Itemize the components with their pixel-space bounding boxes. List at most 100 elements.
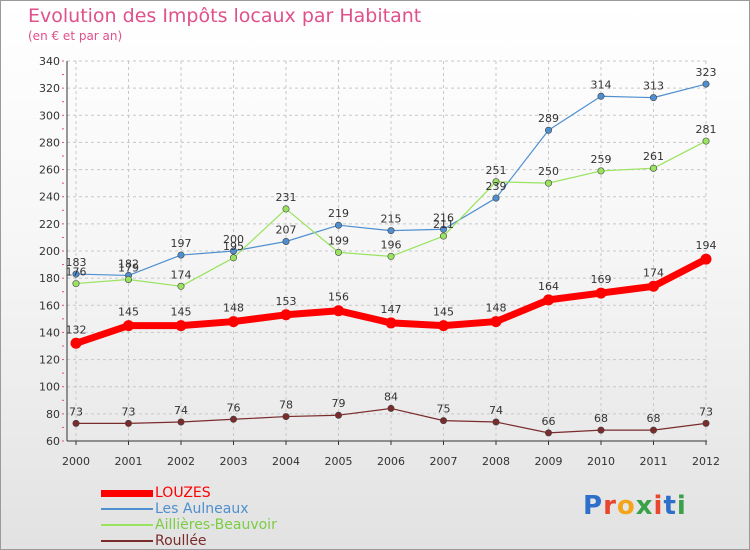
- logo-letter: i: [653, 491, 664, 521]
- data-point-les-aulneaux: [439, 225, 447, 233]
- data-label-louzes: 153: [276, 295, 297, 308]
- data-label-roullee: 73: [69, 405, 83, 418]
- data-label-aillieres-beauvoir: 250: [538, 165, 559, 178]
- data-label-louzes: 194: [696, 239, 717, 252]
- data-label-les-aulneaux: 289: [538, 112, 559, 125]
- data-point-les-aulneaux: [387, 227, 395, 235]
- legend-label-roullee: Roullée: [155, 533, 207, 549]
- data-label-roullee: 84: [384, 390, 398, 403]
- data-label-aillieres-beauvoir: 251: [486, 164, 507, 177]
- proxiti-logo: Proxiti: [583, 491, 687, 521]
- y-tick-label: 180: [39, 272, 60, 285]
- y-tick-label: 80: [46, 408, 60, 421]
- data-point-aillieres-beauvoir: [387, 252, 395, 260]
- y-tick-label: 340: [39, 55, 60, 68]
- data-label-roullee: 79: [332, 397, 346, 410]
- data-point-les-aulneaux: [492, 194, 500, 202]
- data-point-aillieres-beauvoir: [72, 280, 80, 288]
- data-label-aillieres-beauvoir: 211: [433, 218, 454, 231]
- y-tick-label: 160: [39, 299, 60, 312]
- y-tick-label: 320: [39, 82, 60, 95]
- legend-label-louzes: LOUZES: [155, 485, 211, 501]
- data-point-les-aulneaux: [72, 270, 80, 278]
- legend-swatch-louzes: [101, 490, 153, 497]
- x-tick-label: 2003: [220, 455, 248, 468]
- data-point-roullee: [177, 418, 185, 426]
- legend: LOUZES Les Aulneaux Aillières-Beauvoir R…: [101, 485, 361, 549]
- data-point-louzes: [700, 253, 712, 265]
- data-point-roullee: [702, 419, 710, 427]
- data-point-aillieres-beauvoir: [282, 205, 290, 213]
- data-point-aillieres-beauvoir: [597, 167, 605, 175]
- legend-label-aillieres-beauvoir: Aillières-Beauvoir: [155, 517, 277, 533]
- data-point-aillieres-beauvoir: [334, 248, 342, 256]
- data-label-les-aulneaux: 313: [643, 80, 664, 93]
- x-tick-label: 2008: [482, 455, 510, 468]
- y-tick-label: 240: [39, 191, 60, 204]
- data-point-aillieres-beauvoir: [492, 178, 500, 186]
- data-point-roullee: [597, 426, 605, 434]
- data-point-louzes: [333, 305, 344, 317]
- legend-swatch-roullee: [101, 540, 153, 542]
- data-labels: 183 182 197 200 207 219 215 216 239 289 314 313 323 1…: [66, 66, 717, 428]
- data-label-louzes: 156: [328, 291, 349, 304]
- x-tick-label: 2012: [692, 455, 720, 468]
- data-label-aillieres-beauvoir: 196: [381, 238, 402, 251]
- data-point-aillieres-beauvoir: [177, 282, 185, 290]
- data-point-roullee: [72, 419, 80, 427]
- data-label-louzes: 148: [223, 302, 244, 315]
- logo-letter: x: [635, 491, 654, 521]
- data-label-roullee: 73: [122, 405, 136, 418]
- data-point-roullee: [492, 418, 500, 426]
- logo-letter: o: [616, 491, 636, 521]
- data-point-roullee: [544, 429, 552, 437]
- data-label-les-aulneaux: 323: [696, 66, 717, 79]
- data-point-louzes: [123, 320, 134, 332]
- data-point-louzes: [385, 317, 397, 329]
- data-label-les-aulneaux: 182: [118, 257, 139, 270]
- data-label-aillieres-beauvoir: 174: [171, 268, 192, 281]
- data-point-roullee: [334, 411, 342, 419]
- data-label-louzes: 147: [381, 303, 402, 316]
- legend-item-louzes: LOUZES: [101, 485, 361, 501]
- data-label-louzes: 164: [538, 280, 559, 293]
- data-label-louzes: 132: [66, 323, 87, 336]
- data-point-louzes: [543, 294, 554, 306]
- data-point-louzes: [175, 320, 187, 332]
- x-tick-label: 2000: [62, 455, 90, 468]
- data-point-les-aulneaux: [702, 80, 710, 88]
- data-point-aillieres-beauvoir: [230, 254, 238, 262]
- data-point-roullee: [439, 417, 447, 425]
- data-point-aillieres-beauvoir: [649, 164, 657, 172]
- data-point-roullee: [125, 419, 133, 427]
- data-point-les-aulneaux: [177, 251, 185, 259]
- grid: [67, 60, 707, 442]
- legend-label-les-aulneaux: Les Aulneaux: [155, 501, 249, 517]
- series-layer: [70, 80, 712, 437]
- data-label-les-aulneaux: 215: [381, 213, 402, 226]
- logo-letter: P: [583, 491, 604, 521]
- y-tick-label: 100: [39, 381, 60, 394]
- data-point-roullee: [649, 426, 657, 434]
- data-point-louzes: [438, 320, 449, 332]
- data-point-aillieres-beauvoir: [125, 275, 133, 283]
- data-label-roullee: 68: [594, 412, 608, 425]
- data-label-aillieres-beauvoir: 259: [591, 153, 612, 166]
- data-label-les-aulneaux: 197: [171, 237, 192, 250]
- y-tick-label: 200: [39, 245, 60, 258]
- x-tick-label: 2009: [535, 455, 563, 468]
- data-point-les-aulneaux: [597, 92, 605, 100]
- y-tick-label: 120: [39, 354, 60, 367]
- data-label-aillieres-beauvoir: 199: [328, 234, 349, 247]
- y-tick-label: 280: [39, 136, 60, 149]
- data-label-aillieres-beauvoir: 179: [118, 262, 139, 275]
- chart-subtitle: (en € et par an): [28, 29, 123, 43]
- data-point-roullee: [387, 404, 395, 412]
- legend-item-aillieres-beauvoir: Aillières-Beauvoir: [101, 517, 361, 533]
- data-point-aillieres-beauvoir: [439, 232, 447, 240]
- data-label-roullee: 78: [279, 399, 293, 412]
- x-tick-label: 2011: [640, 455, 668, 468]
- data-point-louzes: [228, 316, 239, 328]
- legend-item-roullee: Roullée: [101, 533, 361, 549]
